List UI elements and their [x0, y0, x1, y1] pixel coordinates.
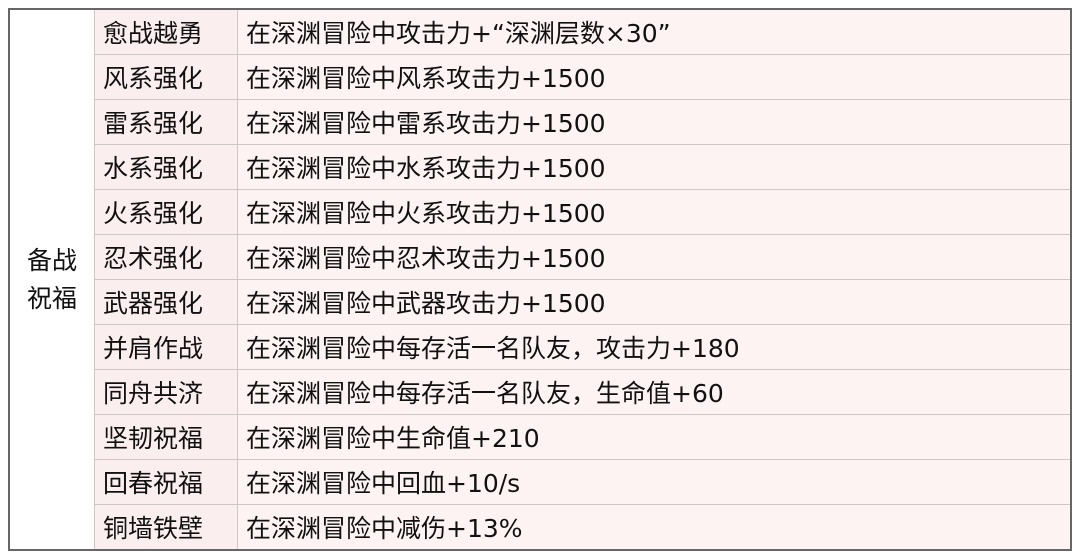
blessing-name: 武器强化 — [94, 279, 238, 325]
table-row: 水系强化 在深渊冒险中水系攻击力+1500 — [9, 144, 1072, 190]
table-row: 铜墙铁壁 在深渊冒险中减伤+13% — [9, 504, 1072, 551]
blessing-name: 风系强化 — [94, 54, 238, 100]
table-row: 并肩作战 在深渊冒险中每存活一名队友，攻击力+180 — [9, 324, 1072, 370]
table-row: 回春祝福 在深渊冒险中回血+10/s — [9, 459, 1072, 505]
blessing-description: 在深渊冒险中生命值+210 — [237, 414, 1072, 460]
blessing-description: 在深渊冒险中减伤+13% — [237, 504, 1072, 551]
table-row: 备战 祝福 愈战越勇 在深渊冒险中攻击力+“深渊层数×30” — [8, 8, 1072, 551]
blessing-name: 愈战越勇 — [94, 8, 238, 55]
blessing-name: 水系强化 — [94, 144, 238, 190]
table-row: 同舟共济 在深渊冒险中每存活一名队友，生命值+60 — [9, 369, 1072, 415]
table-row: 忍术强化 在深渊冒险中忍术攻击力+1500 — [9, 234, 1072, 280]
blessing-description: 在深渊冒险中回血+10/s — [237, 459, 1072, 505]
blessing-description: 在深渊冒险中火系攻击力+1500 — [237, 189, 1072, 235]
blessing-name: 铜墙铁壁 — [94, 504, 238, 551]
table-row: 火系强化 在深渊冒险中火系攻击力+1500 — [9, 189, 1072, 235]
blessing-description: 在深渊冒险中每存活一名队友，生命值+60 — [237, 369, 1072, 415]
blessing-description: 在深渊冒险中雷系攻击力+1500 — [237, 99, 1072, 145]
blessing-description: 在深渊冒险中攻击力+“深渊层数×30” — [237, 8, 1072, 55]
blessing-description: 在深渊冒险中每存活一名队友，攻击力+180 — [237, 324, 1072, 370]
table-row: 雷系强化 在深渊冒险中雷系攻击力+1500 — [9, 99, 1072, 145]
table-row: 坚韧祝福 在深渊冒险中生命值+210 — [9, 414, 1072, 460]
group-label-line1: 备战 — [26, 245, 77, 275]
blessing-name: 坚韧祝福 — [94, 414, 238, 460]
blessing-name: 火系强化 — [94, 189, 238, 235]
blessing-description: 在深渊冒险中风系攻击力+1500 — [237, 54, 1072, 100]
blessing-description: 在深渊冒险中水系攻击力+1500 — [237, 144, 1072, 190]
blessing-name: 忍术强化 — [94, 234, 238, 280]
table-row: 风系强化 在深渊冒险中风系攻击力+1500 — [9, 54, 1072, 100]
group-label-line2: 祝福 — [26, 283, 77, 313]
table-row: 武器强化 在深渊冒险中武器攻击力+1500 — [9, 279, 1072, 325]
blessing-name: 并肩作战 — [94, 324, 238, 370]
blessing-name: 同舟共济 — [94, 369, 238, 415]
blessing-table: 备战 祝福 愈战越勇 在深渊冒险中攻击力+“深渊层数×30” 风系强化 在深渊冒险中风系攻… — [8, 8, 1072, 551]
blessing-name: 回春祝福 — [94, 459, 238, 505]
group-label: 备战 祝福 — [8, 8, 95, 551]
blessing-description: 在深渊冒险中武器攻击力+1500 — [237, 279, 1072, 325]
blessing-description: 在深渊冒险中忍术攻击力+1500 — [237, 234, 1072, 280]
blessing-name: 雷系强化 — [94, 99, 238, 145]
